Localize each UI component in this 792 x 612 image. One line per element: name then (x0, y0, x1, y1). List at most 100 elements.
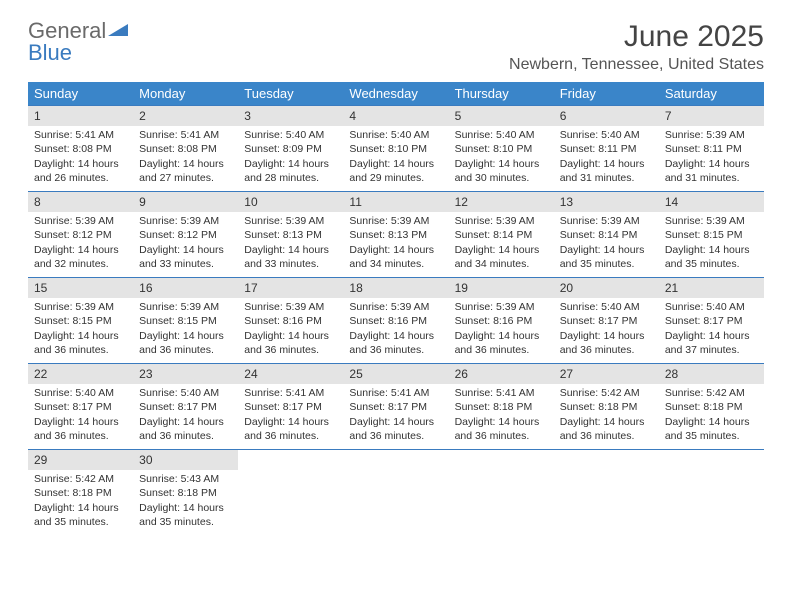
calendar-day-cell: 7Sunrise: 5:39 AMSunset: 8:11 PMDaylight… (659, 106, 764, 192)
daylight-line: Daylight: 14 hours and 36 minutes. (139, 415, 232, 443)
sunset-line: Sunset: 8:12 PM (139, 228, 232, 242)
day-body: Sunrise: 5:39 AMSunset: 8:13 PMDaylight:… (238, 212, 343, 277)
calendar-day-cell: 12Sunrise: 5:39 AMSunset: 8:14 PMDayligh… (449, 192, 554, 278)
daylight-line: Daylight: 14 hours and 35 minutes. (560, 243, 653, 271)
header: General Blue June 2025 Newbern, Tennesse… (28, 20, 764, 74)
day-body: Sunrise: 5:40 AMSunset: 8:09 PMDaylight:… (238, 126, 343, 191)
day-number: 25 (343, 364, 448, 384)
calendar-day-cell: 1Sunrise: 5:41 AMSunset: 8:08 PMDaylight… (28, 106, 133, 192)
sunset-line: Sunset: 8:16 PM (455, 314, 548, 328)
daylight-line: Daylight: 14 hours and 35 minutes. (139, 501, 232, 529)
logo-triangle-icon (108, 20, 128, 42)
sunset-line: Sunset: 8:15 PM (665, 228, 758, 242)
daylight-line: Daylight: 14 hours and 32 minutes. (34, 243, 127, 271)
daylight-line: Daylight: 14 hours and 29 minutes. (349, 157, 442, 185)
daylight-line: Daylight: 14 hours and 31 minutes. (665, 157, 758, 185)
day-number: 23 (133, 364, 238, 384)
calendar-day-cell: 30Sunrise: 5:43 AMSunset: 8:18 PMDayligh… (133, 450, 238, 536)
daylight-line: Daylight: 14 hours and 36 minutes. (455, 329, 548, 357)
day-number: 5 (449, 106, 554, 126)
calendar-day-cell: 20Sunrise: 5:40 AMSunset: 8:17 PMDayligh… (554, 278, 659, 364)
calendar-day-cell: 14 Sunrise: 5:39 AMSunset: 8:15 PMDayligh… (659, 192, 764, 278)
day-number: 1 (28, 106, 133, 126)
calendar-day-cell: 21Sunrise: 5:40 AMSunset: 8:17 PMDayligh… (659, 278, 764, 364)
sunset-line: Sunset: 8:10 PM (455, 142, 548, 156)
calendar-day-cell (238, 450, 343, 536)
weekday-header: Sunday (28, 82, 133, 106)
calendar-day-cell: 17Sunrise: 5:39 AMSunset: 8:16 PMDayligh… (238, 278, 343, 364)
day-number: 2 (133, 106, 238, 126)
daylight-line: Daylight: 14 hours and 35 minutes. (665, 415, 758, 443)
sunrise-line: Sunrise: 5:40 AM (560, 300, 653, 314)
weekday-header-row: Sunday Monday Tuesday Wednesday Thursday… (28, 82, 764, 106)
day-body: Sunrise: 5:39 AMSunset: 8:14 PMDaylight:… (554, 212, 659, 277)
day-number: 18 (343, 278, 448, 298)
sunrise-line: Sunrise: 5:41 AM (139, 128, 232, 142)
sunset-line: Sunset: 8:18 PM (665, 400, 758, 414)
daylight-line: Daylight: 14 hours and 35 minutes. (665, 243, 758, 271)
sunset-line: Sunset: 8:15 PM (34, 314, 127, 328)
sunset-line: Sunset: 8:16 PM (244, 314, 337, 328)
day-number: 19 (449, 278, 554, 298)
sunset-line: Sunset: 8:12 PM (34, 228, 127, 242)
weekday-header: Wednesday (343, 82, 448, 106)
sunset-line: Sunset: 8:11 PM (665, 142, 758, 156)
sunrise-line: Sunrise: 5:43 AM (139, 472, 232, 486)
calendar-week-row: 1Sunrise: 5:41 AMSunset: 8:08 PMDaylight… (28, 106, 764, 192)
daylight-line: Daylight: 14 hours and 26 minutes. (34, 157, 127, 185)
weekday-header: Saturday (659, 82, 764, 106)
sunset-line: Sunset: 8:08 PM (34, 142, 127, 156)
day-number: 28 (659, 364, 764, 384)
daylight-line: Daylight: 14 hours and 36 minutes. (560, 415, 653, 443)
day-body: Sunrise: 5:42 AMSunset: 8:18 PMDaylight:… (554, 384, 659, 449)
calendar-week-row: 15Sunrise: 5:39 AMSunset: 8:15 PMDayligh… (28, 278, 764, 364)
weekday-header: Tuesday (238, 82, 343, 106)
day-number: 15 (28, 278, 133, 298)
weekday-header: Monday (133, 82, 238, 106)
daylight-line: Daylight: 14 hours and 36 minutes. (560, 329, 653, 357)
day-number: 11 (343, 192, 448, 212)
sunrise-line: Sunrise: 5:40 AM (244, 128, 337, 142)
calendar-day-cell (449, 450, 554, 536)
sunrise-line: Sunrise: 5:39 AM (665, 214, 758, 228)
sunset-line: Sunset: 8:13 PM (349, 228, 442, 242)
sunset-line: Sunset: 8:14 PM (455, 228, 548, 242)
calendar-day-cell: 22Sunrise: 5:40 AMSunset: 8:17 PMDayligh… (28, 364, 133, 450)
day-body: Sunrise: 5:39 AMSunset: 8:11 PMDaylight:… (659, 126, 764, 191)
sunrise-line: Sunrise: 5:39 AM (34, 214, 127, 228)
sunset-line: Sunset: 8:14 PM (560, 228, 653, 242)
daylight-line: Daylight: 14 hours and 36 minutes. (34, 329, 127, 357)
daylight-line: Daylight: 14 hours and 36 minutes. (244, 329, 337, 357)
daylight-line: Daylight: 14 hours and 36 minutes. (349, 415, 442, 443)
day-body: Sunrise: 5:40 AMSunset: 8:11 PMDaylight:… (554, 126, 659, 191)
daylight-line: Daylight: 14 hours and 34 minutes. (455, 243, 548, 271)
calendar-day-cell: 18Sunrise: 5:39 AMSunset: 8:16 PMDayligh… (343, 278, 448, 364)
day-number: 13 (554, 192, 659, 212)
sunset-line: Sunset: 8:10 PM (349, 142, 442, 156)
day-number: 20 (554, 278, 659, 298)
calendar-day-cell: 28Sunrise: 5:42 AMSunset: 8:18 PMDayligh… (659, 364, 764, 450)
sunset-line: Sunset: 8:18 PM (560, 400, 653, 414)
sunset-line: Sunset: 8:17 PM (349, 400, 442, 414)
daylight-line: Daylight: 14 hours and 36 minutes. (139, 329, 232, 357)
day-body: Sunrise: 5:39 AMSunset: 8:16 PMDaylight:… (238, 298, 343, 363)
daylight-line: Daylight: 14 hours and 33 minutes. (244, 243, 337, 271)
calendar-day-cell: 29Sunrise: 5:42 AMSunset: 8:18 PMDayligh… (28, 450, 133, 536)
weekday-header: Friday (554, 82, 659, 106)
calendar-day-cell: 5Sunrise: 5:40 AMSunset: 8:10 PMDaylight… (449, 106, 554, 192)
calendar-day-cell: 3Sunrise: 5:40 AMSunset: 8:09 PMDaylight… (238, 106, 343, 192)
day-number: 10 (238, 192, 343, 212)
sunrise-line: Sunrise: 5:39 AM (139, 214, 232, 228)
day-body: Sunrise: 5:40 AMSunset: 8:17 PMDaylight:… (554, 298, 659, 363)
sunrise-line: Sunrise: 5:42 AM (34, 472, 127, 486)
calendar-day-cell: 6Sunrise: 5:40 AMSunset: 8:11 PMDaylight… (554, 106, 659, 192)
calendar-day-cell (659, 450, 764, 536)
sunrise-line: Sunrise: 5:39 AM (34, 300, 127, 314)
calendar-day-cell (343, 450, 448, 536)
sunrise-line: Sunrise: 5:40 AM (34, 386, 127, 400)
sunrise-line: Sunrise: 5:39 AM (139, 300, 232, 314)
day-number: 14 (659, 192, 764, 212)
calendar-day-cell: 25Sunrise: 5:41 AMSunset: 8:17 PMDayligh… (343, 364, 448, 450)
day-number: 24 (238, 364, 343, 384)
day-body: Sunrise: 5:42 AMSunset: 8:18 PMDaylight:… (659, 384, 764, 449)
